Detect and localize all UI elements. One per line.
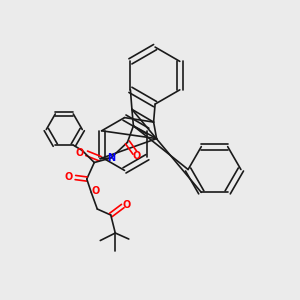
Text: O: O [132, 151, 140, 161]
Text: N: N [107, 153, 115, 163]
Text: O: O [75, 148, 83, 158]
Text: O: O [92, 186, 100, 196]
Text: O: O [122, 200, 130, 209]
Text: O: O [65, 172, 73, 182]
